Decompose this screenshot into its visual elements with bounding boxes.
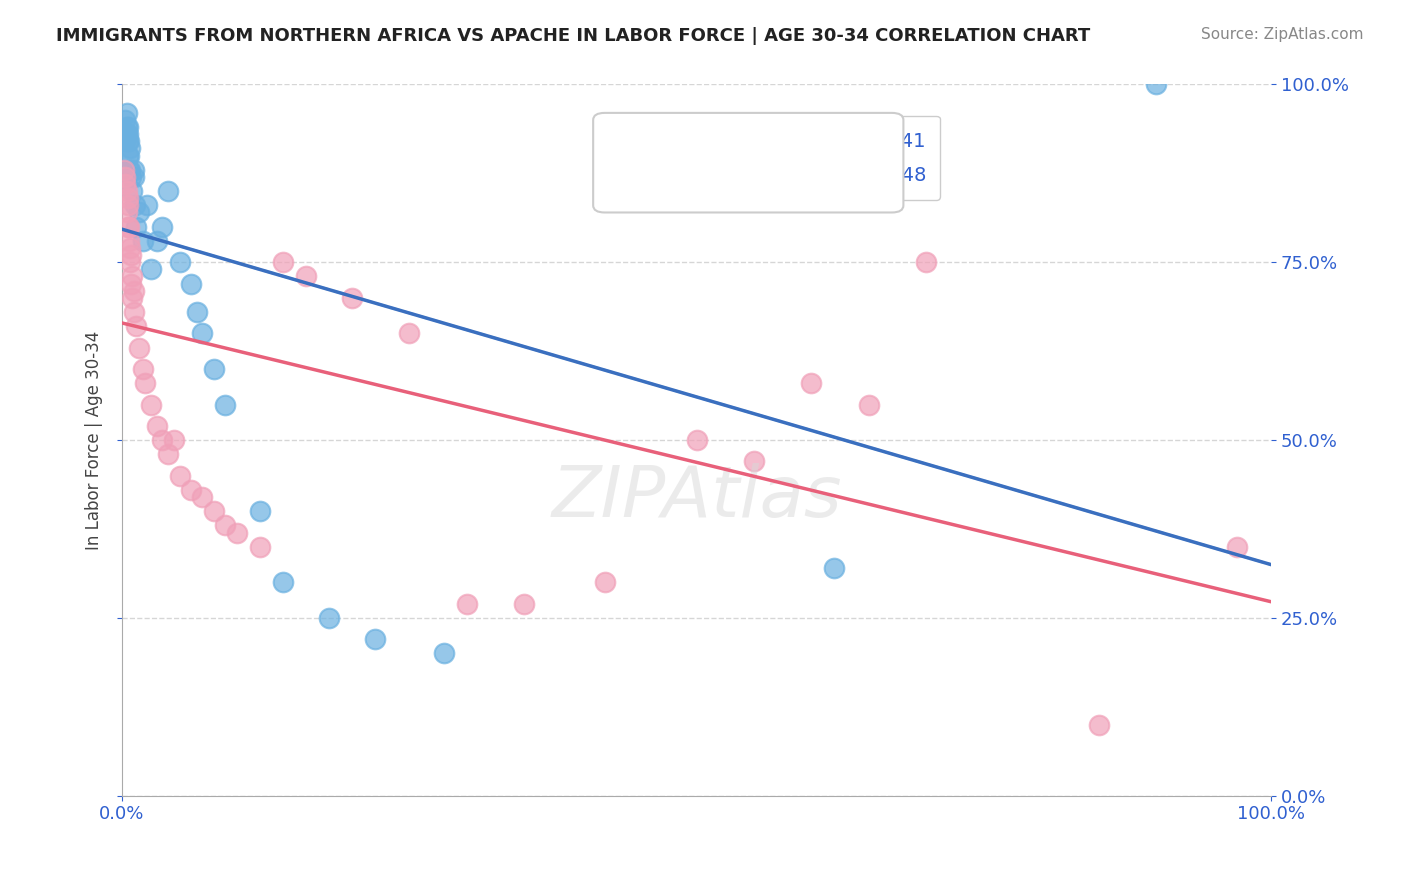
Point: [139, 262, 162, 277]
Point: [318, 611, 340, 625]
Legend: R =  0.108   N =  41, R = -0.308   N =  48: R = 0.108 N = 41, R = -0.308 N = 48: [669, 115, 939, 200]
Point: [150, 219, 173, 234]
Point: [433, 647, 456, 661]
Point: [398, 326, 420, 341]
Point: [685, 433, 707, 447]
Point: [122, 305, 145, 319]
Point: [191, 490, 214, 504]
Text: IMMIGRANTS FROM NORTHERN AFRICA VS APACHE IN LABOR FORCE | AGE 30-34 CORRELATION: IMMIGRANTS FROM NORTHERN AFRICA VS APACH…: [56, 27, 1091, 45]
Point: [120, 255, 142, 269]
Point: [456, 597, 478, 611]
Point: [800, 376, 823, 391]
Point: [364, 632, 387, 647]
Point: [513, 597, 536, 611]
Point: [114, 113, 136, 128]
Point: [120, 277, 142, 291]
Point: [150, 433, 173, 447]
Point: [120, 241, 142, 255]
Point: [742, 454, 765, 468]
Point: [117, 198, 139, 212]
Point: [593, 575, 616, 590]
Point: [115, 127, 138, 141]
Point: [117, 191, 139, 205]
Point: [156, 184, 179, 198]
Point: [114, 177, 136, 191]
Point: [1226, 540, 1249, 554]
Point: [156, 447, 179, 461]
Point: [226, 525, 249, 540]
Point: [214, 398, 236, 412]
Text: ZIPAtlas: ZIPAtlas: [551, 463, 842, 532]
Point: [169, 468, 191, 483]
Point: [115, 106, 138, 120]
Point: [249, 504, 271, 518]
Point: [132, 362, 155, 376]
Point: [120, 162, 142, 177]
Point: [180, 483, 202, 497]
Text: Source: ZipAtlas.com: Source: ZipAtlas.com: [1201, 27, 1364, 42]
Point: [249, 540, 271, 554]
Point: [186, 305, 208, 319]
Point: [117, 148, 139, 162]
Point: [180, 277, 202, 291]
Point: [117, 219, 139, 234]
Point: [125, 219, 148, 234]
Point: [118, 219, 141, 234]
Point: [117, 120, 139, 135]
Point: [118, 148, 141, 162]
Point: [117, 127, 139, 141]
Point: [114, 134, 136, 148]
Point: [271, 255, 294, 269]
Point: [202, 362, 225, 376]
Point: [120, 169, 142, 184]
Point: [112, 162, 135, 177]
Point: [132, 234, 155, 248]
Point: [115, 120, 138, 135]
Point: [112, 127, 135, 141]
Point: [202, 504, 225, 518]
Point: [340, 291, 363, 305]
Point: [163, 433, 186, 447]
Point: [145, 418, 167, 433]
Point: [114, 169, 136, 184]
Point: [117, 134, 139, 148]
Point: [1144, 78, 1167, 92]
Point: [1087, 717, 1109, 731]
FancyBboxPatch shape: [593, 113, 904, 212]
Point: [122, 162, 145, 177]
Point: [118, 134, 141, 148]
Point: [823, 561, 845, 575]
Point: [271, 575, 294, 590]
Point: [145, 234, 167, 248]
Point: [122, 169, 145, 184]
Point: [128, 205, 150, 219]
Point: [858, 398, 880, 412]
Point: [120, 248, 142, 262]
Point: [134, 376, 156, 391]
Point: [120, 141, 142, 155]
Y-axis label: In Labor Force | Age 30-34: In Labor Force | Age 30-34: [86, 330, 103, 549]
Point: [915, 255, 938, 269]
Point: [214, 518, 236, 533]
Point: [121, 269, 143, 284]
Point: [125, 319, 148, 334]
Point: [124, 198, 146, 212]
Point: [121, 291, 143, 305]
Point: [139, 398, 162, 412]
Point: [128, 341, 150, 355]
Point: [295, 269, 318, 284]
Point: [118, 234, 141, 248]
Point: [115, 184, 138, 198]
Point: [121, 184, 143, 198]
Point: [136, 198, 159, 212]
Point: [191, 326, 214, 341]
Point: [122, 284, 145, 298]
Point: [169, 255, 191, 269]
Point: [118, 162, 141, 177]
Point: [115, 205, 138, 219]
